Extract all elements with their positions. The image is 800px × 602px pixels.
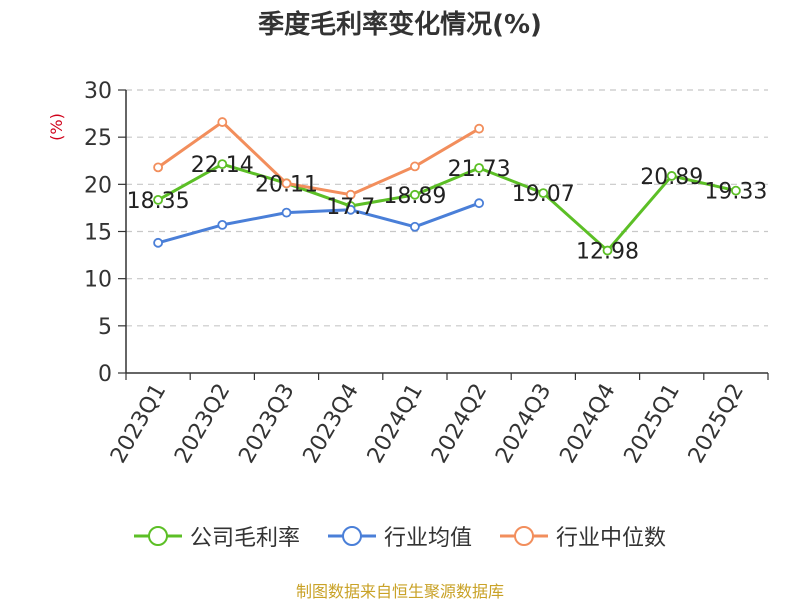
data-point: [538, 188, 549, 199]
data-label: 17.7: [326, 195, 375, 220]
legend-swatch: [133, 526, 182, 546]
data-label: 20.89: [640, 165, 703, 190]
source-note: 制图数据来自恒生聚源数据库: [295, 582, 504, 601]
data-point: [217, 219, 228, 230]
data-point: [409, 221, 420, 232]
series-line-2: [157, 120, 480, 197]
legend-label: 公司毛利率: [189, 526, 300, 551]
x-tick-label: 2024Q2: [427, 379, 492, 467]
legend-item[interactable]: 行业中位数: [500, 520, 666, 552]
data-point: [602, 245, 613, 256]
x-tick-label: 2023Q1: [106, 380, 171, 468]
data-label: 21.73: [448, 157, 511, 182]
legend-item[interactable]: 行业均值: [327, 520, 472, 552]
y-tick-label: 25: [84, 126, 112, 151]
axes: [118, 89, 769, 380]
legend-swatch: [500, 526, 548, 546]
data-point: [281, 207, 292, 218]
x-tick-label: 2025Q2: [684, 380, 749, 468]
data-point: [409, 189, 420, 200]
series-line-0: [157, 162, 737, 253]
data-point: [217, 159, 228, 170]
y-tick-label: 20: [84, 173, 112, 198]
data-point: [217, 117, 228, 127]
y-tick-label: 30: [84, 79, 112, 104]
data-label: 18.89: [383, 184, 446, 209]
data-point: [731, 185, 741, 196]
x-tick-labels: 2023Q12023Q22023Q32023Q42024Q12024Q22024…: [106, 379, 749, 467]
data-label: 19.33: [704, 180, 767, 205]
legend-label: 行业均值: [383, 526, 472, 551]
data-point: [153, 194, 164, 205]
data-point: [345, 204, 356, 215]
data-label: 22.14: [191, 153, 254, 178]
y-tick-label: 10: [84, 268, 112, 293]
data-label: 20.11: [255, 172, 318, 197]
x-tick-label: 2025Q1: [620, 380, 685, 468]
data-point: [345, 189, 356, 200]
y-tick-label: 0: [98, 362, 112, 387]
data-point: [409, 161, 420, 172]
data-point: [474, 163, 485, 173]
series-line-1: [157, 201, 480, 245]
data-point: [474, 123, 485, 134]
data-point: [153, 162, 164, 173]
x-tick-label: 2023Q2: [170, 380, 235, 468]
x-tick-label: 2024Q1: [363, 380, 428, 468]
data-point: [281, 178, 292, 189]
x-tick-label: 2024Q3: [491, 380, 556, 468]
x-tick-label: 2023Q4: [299, 380, 364, 468]
x-tick-label: 2024Q4: [555, 380, 620, 468]
legend-swatch: [327, 526, 376, 546]
grid-lines: [126, 89, 768, 327]
y-tick-label: 15: [84, 221, 112, 246]
x-tick-label: 2023Q3: [234, 380, 299, 468]
legend-item[interactable]: 公司毛利率: [133, 520, 300, 552]
data-label: 19.07: [512, 182, 575, 207]
data-point: [474, 198, 485, 209]
y-tick-labels: 0 5 10 15 20 25 30: [84, 79, 112, 387]
data-label: 18.35: [127, 189, 190, 214]
y-tick-label: 5: [98, 315, 112, 340]
data-point: [153, 237, 164, 248]
legend: 公司毛利率 行业均值 行业中位数: [0, 520, 800, 552]
chart-title: 季度毛利率变化情况(%): [258, 10, 542, 40]
data-point: [666, 171, 677, 181]
series-lines: [153, 117, 741, 256]
y-axis-label: (%): [47, 113, 66, 141]
data-label: 12.98: [576, 240, 639, 265]
legend-label: 行业中位数: [556, 526, 667, 551]
